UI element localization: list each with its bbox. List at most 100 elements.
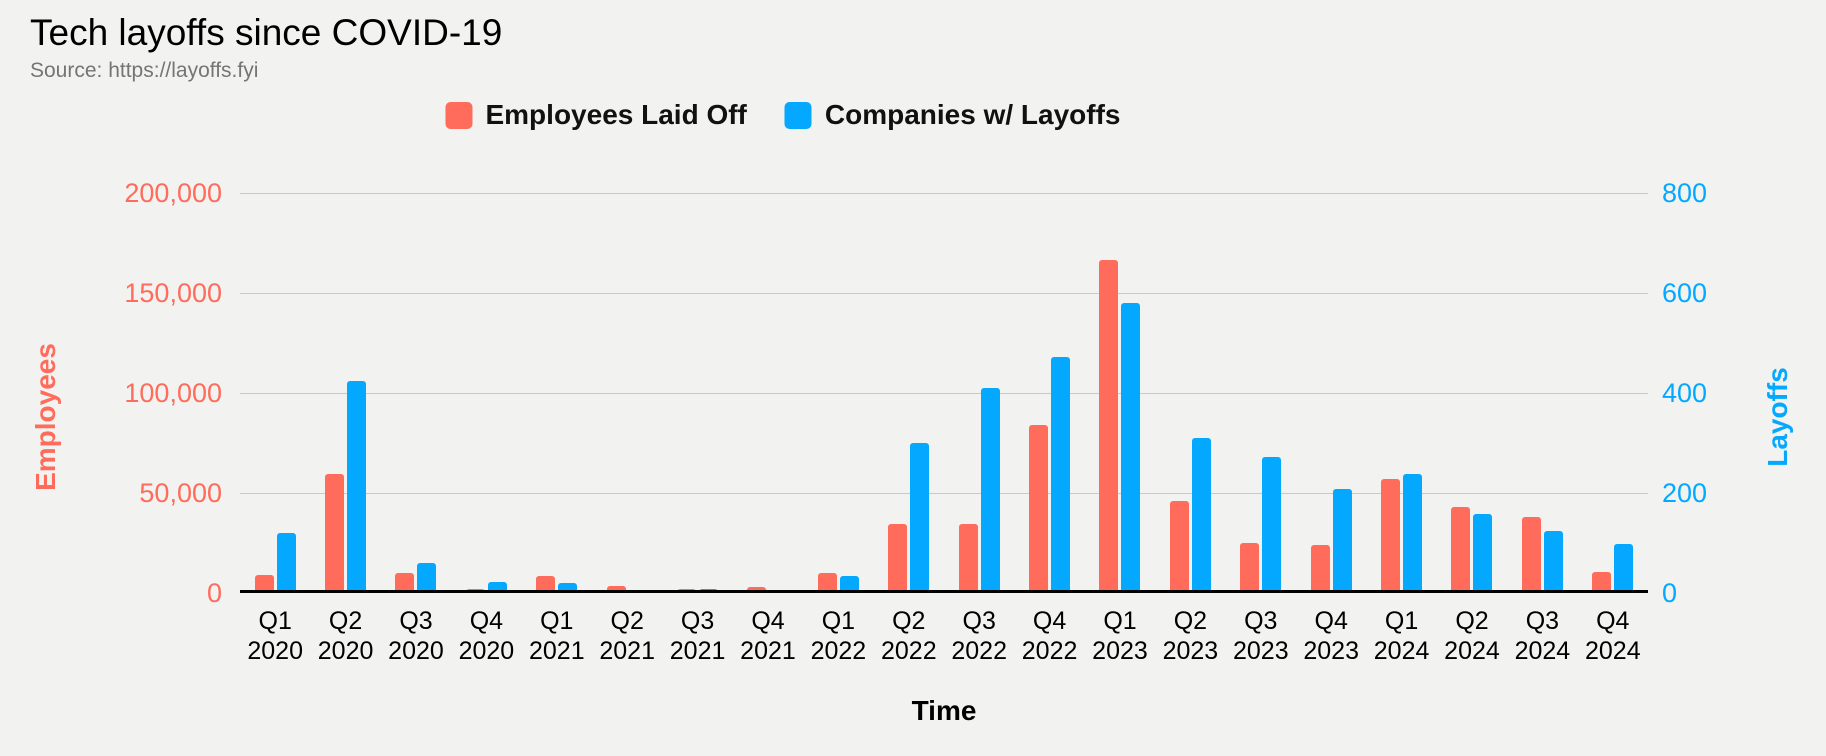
bar-companies-with-layoffs xyxy=(910,443,930,593)
x-axis-tick: Q1 2023 xyxy=(1092,607,1148,665)
bar-employees-laid-off xyxy=(958,523,978,593)
right-axis-tick: 400 xyxy=(1662,378,1708,408)
x-axis-tick: Q2 2024 xyxy=(1444,607,1500,665)
bar-group-q1-2022 xyxy=(803,193,873,593)
left-axis-tick: 0 xyxy=(206,578,222,608)
bar-employees-laid-off xyxy=(536,576,556,593)
bar-companies-with-layoffs xyxy=(980,388,1000,593)
bar-group-q2-2024 xyxy=(1437,193,1507,593)
legend-item-companies: Companies w/ Layoffs xyxy=(784,99,1121,131)
right-axis-tick: 0 xyxy=(1662,578,1678,608)
bar-group-q2-2021 xyxy=(592,193,662,593)
x-axis-tick: Q2 2021 xyxy=(599,607,655,665)
bar-group-q1-2020 xyxy=(240,193,310,593)
bar-companies-with-layoffs xyxy=(347,380,367,593)
bar-companies-with-layoffs xyxy=(417,563,437,593)
legend-item-employees: Employees Laid Off xyxy=(445,99,747,131)
right-axis-tick: 200 xyxy=(1662,478,1708,508)
left-axis-tick: 50,000 xyxy=(139,478,222,508)
x-axis-line xyxy=(240,590,1648,593)
x-axis-tick: Q4 2020 xyxy=(458,607,515,665)
bar-companies-with-layoffs xyxy=(1051,357,1071,593)
right-axis-tick: 600 xyxy=(1662,278,1708,308)
bar-group-q2-2020 xyxy=(310,193,380,593)
bar-group-q1-2023 xyxy=(1085,193,1155,593)
left-axis-title: Employees xyxy=(30,343,61,491)
page-title: Tech layoffs since COVID-19 xyxy=(30,12,503,53)
x-axis-tick: Q4 2024 xyxy=(1584,607,1641,665)
gridline xyxy=(240,493,1648,494)
bar-companies-with-layoffs xyxy=(1332,489,1352,593)
bar-companies-with-layoffs xyxy=(487,582,507,593)
bar-companies-with-layoffs xyxy=(276,533,296,593)
bar-group-q3-2023 xyxy=(1226,193,1296,593)
bar-group-q3-2022 xyxy=(944,193,1014,593)
bar-companies-with-layoffs xyxy=(1614,544,1634,593)
bar-group-q3-2021 xyxy=(662,193,732,593)
x-axis-tick: Q4 2023 xyxy=(1303,607,1359,665)
x-axis-tick: Q2 2023 xyxy=(1162,607,1219,665)
bar-group-q2-2023 xyxy=(1155,193,1225,593)
legend: Employees Laid Off Companies w/ Layoffs xyxy=(445,99,1121,131)
bar-employees-laid-off xyxy=(1240,543,1260,593)
bar-employees-laid-off xyxy=(325,474,345,593)
x-axis-tick: Q2 2022 xyxy=(880,607,937,665)
bar-employees-laid-off xyxy=(1592,572,1612,593)
x-axis-tick: Q3 2024 xyxy=(1514,607,1571,665)
bar-companies-with-layoffs xyxy=(1543,530,1563,593)
x-axis-tick: Q4 2021 xyxy=(740,607,796,665)
bar-employees-laid-off xyxy=(606,586,626,593)
bar-group-q4-2020 xyxy=(451,193,521,593)
bar-employees-laid-off xyxy=(888,524,908,593)
right-axis-tick: 800 xyxy=(1662,178,1708,208)
gridline xyxy=(240,293,1648,294)
bars-row xyxy=(240,193,1648,593)
legend-label-companies: Companies w/ Layoffs xyxy=(824,99,1121,130)
bar-employees-laid-off xyxy=(1099,260,1119,593)
bar-employees-laid-off xyxy=(395,573,415,593)
gridline xyxy=(240,393,1648,394)
bar-companies-with-layoffs xyxy=(1191,438,1211,593)
gridline xyxy=(240,193,1648,194)
x-axis-title: Time xyxy=(911,695,977,726)
source-text: Source: https://layoffs.fyi xyxy=(30,59,259,82)
x-axis-tick: Q1 2021 xyxy=(528,607,585,665)
x-axis-tick: Q1 2020 xyxy=(247,607,303,665)
left-axis-tick: 150,000 xyxy=(124,278,222,308)
bar-employees-laid-off xyxy=(1451,507,1471,593)
bar-group-q4-2024 xyxy=(1578,193,1648,593)
bar-employees-laid-off xyxy=(1169,501,1189,593)
bar-employees-laid-off xyxy=(1029,425,1049,593)
x-axis-tick: Q4 2022 xyxy=(1021,607,1078,665)
x-axis-tick: Q3 2023 xyxy=(1232,607,1289,665)
bar-group-q4-2023 xyxy=(1296,193,1366,593)
plot-area xyxy=(240,193,1648,593)
x-axis-tick: Q2 2020 xyxy=(317,607,374,665)
x-axis-tick: Q3 2022 xyxy=(951,607,1007,665)
right-axis-title: Layoffs xyxy=(1762,367,1793,467)
x-axis-tick: Q3 2020 xyxy=(388,607,444,665)
bar-group-q3-2024 xyxy=(1507,193,1577,593)
left-axis-tick: 100,000 xyxy=(124,378,222,408)
legend-swatch-employees-icon xyxy=(445,101,473,129)
bar-group-q4-2021 xyxy=(733,193,803,593)
bar-companies-with-layoffs xyxy=(1403,474,1423,593)
x-axis-tick: Q1 2022 xyxy=(810,607,867,665)
x-axis-tick: Q3 2021 xyxy=(669,607,726,665)
legend-swatch-companies-icon xyxy=(784,101,812,129)
bar-companies-with-layoffs xyxy=(1262,457,1282,593)
bar-employees-laid-off xyxy=(254,575,274,593)
legend-label-employees: Employees Laid Off xyxy=(485,99,747,130)
bar-companies-with-layoffs xyxy=(1473,514,1493,593)
bar-companies-with-layoffs xyxy=(558,583,578,593)
bar-group-q2-2022 xyxy=(874,193,944,593)
bar-companies-with-layoffs xyxy=(839,575,859,593)
bar-companies-with-layoffs xyxy=(1121,303,1141,593)
bar-employees-laid-off xyxy=(1381,479,1401,593)
bar-employees-laid-off xyxy=(1310,545,1330,593)
bar-employees-laid-off xyxy=(1521,517,1541,593)
x-axis-tick: Q1 2024 xyxy=(1373,607,1430,665)
left-axis-tick: 200,000 xyxy=(124,178,222,208)
bar-group-q1-2024 xyxy=(1366,193,1436,593)
